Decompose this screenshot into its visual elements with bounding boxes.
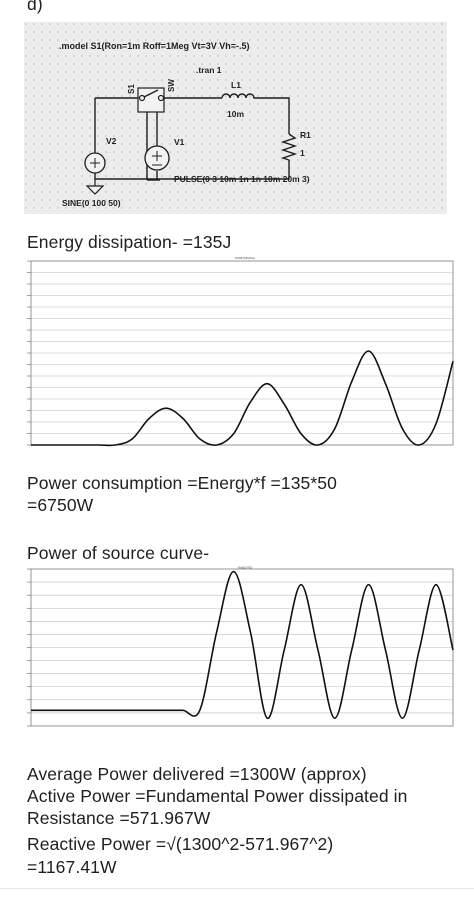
source-plot-title: V(n001)*I(V2) <box>238 567 253 570</box>
source-y-ticks <box>27 568 31 727</box>
energy-plot-title: V(n001)*I(R1)*time <box>235 257 256 260</box>
source-power-chart: V(n001)*I(V2) <box>27 567 454 727</box>
energy-gridlines <box>31 272 453 434</box>
tran-directive: .tran 1 <box>196 65 222 75</box>
model-directive: .model S1(Ron=1m Roff=1Meg Vt=3V Vh=-.5) <box>59 41 250 51</box>
v1-label: V1 <box>174 137 185 147</box>
l1-label: L1 <box>231 80 241 90</box>
divider <box>0 888 474 889</box>
wires <box>94 97 290 181</box>
energy-series-line <box>30 350 454 447</box>
sine-value: SINE(0 100 50) <box>62 198 121 208</box>
resistor-r1: R1 1 <box>280 130 311 161</box>
reactive-power-line: Reactive Power =√(1300^2-571.967^2) <box>27 834 334 854</box>
average-power-line: Average Power delivered =1300W (approx) <box>27 764 367 784</box>
inductor-l1: L1 10m <box>221 80 256 119</box>
source-power-heading: Power of source curve- <box>27 543 210 563</box>
resistance-power-line: Resistance =571.967W <box>27 808 211 828</box>
source-gridlines <box>31 581 453 714</box>
voltage-source-v1: V1 <box>144 137 185 171</box>
section-label: d) <box>27 0 43 14</box>
power-consumption-line1: Power consumption =Energy*f =135*50 <box>27 473 337 493</box>
energy-chart: V(n001)*I(R1)*time <box>27 257 454 447</box>
ground-symbol <box>85 180 105 195</box>
pulse-value: PULSE(0 3 10m 1n 1n 10m 20m 3) <box>174 174 310 184</box>
r1-label: R1 <box>300 130 311 140</box>
l1-value: 10m <box>227 109 244 119</box>
reactive-power-value: =1167.41W <box>27 857 117 877</box>
energy-plot-frame <box>30 260 454 446</box>
r1-value: 1 <box>300 148 305 158</box>
s1-label: S1 <box>127 84 136 94</box>
active-power-line: Active Power =Fundamental Power dissipat… <box>27 786 408 806</box>
power-consumption-line2: =6750W <box>27 495 94 515</box>
sw-label: SW <box>167 79 176 92</box>
source-series-line <box>30 570 454 720</box>
v2-label: V2 <box>106 136 117 146</box>
energy-y-ticks <box>27 260 31 446</box>
voltage-source-v2: V2 <box>84 136 117 174</box>
energy-heading: Energy dissipation- =135J <box>27 232 232 252</box>
circuit-schematic: .model S1(Ron=1m Roff=1Meg Vt=3V Vh=-.5)… <box>24 22 447 214</box>
switch-s1: S1 SW <box>127 79 176 113</box>
